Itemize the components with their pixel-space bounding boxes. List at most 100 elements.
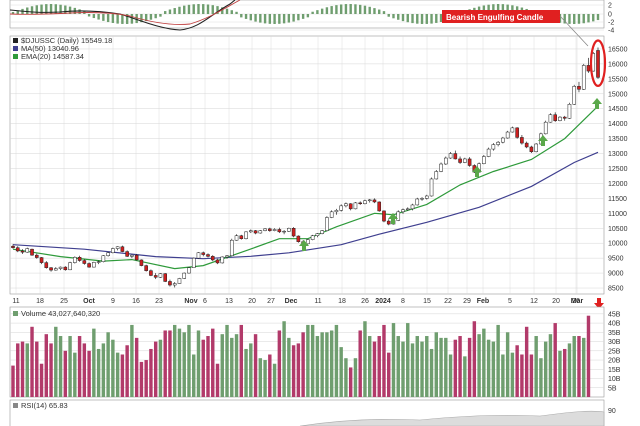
candle-body — [320, 230, 324, 234]
volume-bar — [120, 354, 125, 397]
volume-panel: 45B 40B 35B 30B 25B 20B 15B 10B 5B Volume 43,027… — [9, 306, 621, 398]
candle-body — [63, 266, 68, 271]
macd-tick-label: -4 — [608, 28, 614, 35]
candle-body — [130, 254, 134, 257]
candle — [73, 256, 77, 264]
candle-body — [325, 217, 329, 231]
ma-swatch — [13, 46, 18, 51]
macd-bar — [373, 8, 376, 14]
price-grid — [10, 48, 604, 289]
candle-body — [20, 250, 25, 253]
candle — [306, 238, 310, 245]
volume-bar — [529, 354, 534, 397]
date-tick-label: 2024 — [375, 298, 391, 305]
candle-body — [448, 153, 453, 159]
candle — [581, 63, 586, 90]
candle — [348, 203, 353, 211]
up-arrow-icon — [472, 166, 482, 177]
candles — [11, 47, 600, 288]
candle-body — [49, 267, 53, 271]
candle — [11, 244, 15, 249]
volume-bar — [25, 343, 29, 397]
date-tick-label: 11 — [12, 298, 19, 305]
candle — [401, 208, 405, 214]
volume-bars — [11, 315, 591, 397]
volume-bar — [239, 324, 244, 397]
candle-body — [44, 262, 49, 268]
volume-bar — [111, 339, 115, 397]
date-tick-label: 22 — [444, 298, 452, 305]
candle-body — [358, 202, 362, 205]
candle-body — [215, 259, 220, 264]
candle-body — [225, 255, 229, 258]
date-tick-label: Nov — [184, 298, 197, 305]
volume-bar — [211, 328, 215, 397]
macd-bar — [140, 14, 143, 23]
volume-bar — [306, 324, 310, 397]
macd-bar — [106, 14, 110, 23]
price-tick-label: 12500 — [608, 166, 628, 173]
candle-body — [191, 257, 196, 268]
macd-bar — [506, 4, 509, 14]
volume-bar — [134, 337, 139, 397]
candle — [96, 260, 101, 265]
candle — [229, 238, 234, 257]
candle — [201, 251, 206, 257]
candle-body — [482, 156, 486, 164]
ema-swatch — [13, 54, 18, 59]
candle-body — [405, 208, 410, 210]
macd-bar — [592, 14, 595, 22]
macd-bar — [173, 8, 176, 14]
candle-body — [144, 265, 148, 271]
candle-body — [87, 263, 91, 268]
volume-bar — [272, 363, 277, 397]
volume-tick-label: 25B — [608, 348, 621, 355]
volume-bar — [310, 324, 315, 397]
macd-bar — [487, 4, 490, 14]
volume-bar — [115, 352, 120, 397]
candle — [68, 261, 72, 271]
volume-bar — [35, 341, 39, 397]
volume-bar — [391, 323, 396, 397]
volume-bar — [387, 352, 391, 397]
candle — [415, 197, 420, 206]
macd-bar — [406, 14, 409, 23]
price-tick-label: 13500 — [608, 136, 628, 143]
candle — [553, 112, 557, 122]
candle-body — [334, 210, 339, 213]
candle-body — [234, 235, 239, 241]
macd-bar — [111, 14, 115, 23]
volume-bar — [363, 321, 367, 397]
date-tick-label: 20 — [248, 298, 256, 305]
macd-bar — [35, 5, 38, 14]
candle — [206, 253, 210, 258]
candle — [210, 255, 215, 262]
candle — [339, 204, 343, 212]
price-tick-label: 14500 — [608, 106, 628, 113]
volume-bar — [534, 336, 538, 397]
date-tick-label: 16 — [132, 298, 140, 305]
volume-bar — [130, 324, 134, 397]
up-arrow-icon — [538, 135, 548, 146]
candle-body — [220, 256, 225, 264]
volume-bar — [153, 341, 158, 397]
candle — [115, 246, 120, 251]
date-tick-label: 12 — [530, 298, 538, 305]
candle — [225, 255, 229, 259]
up-arrow-icon — [299, 240, 309, 251]
candle — [125, 250, 129, 257]
volume-bar — [486, 339, 491, 397]
date-tick-label: 13 — [225, 298, 233, 305]
candle-body — [515, 127, 519, 138]
candle-body — [310, 235, 315, 240]
candle-body — [168, 281, 172, 286]
volume-bar — [77, 336, 82, 397]
macd-axis: 2 0-2-4 — [608, 3, 614, 35]
legend-price: $DJUSSC (Daily) 15549.18 MA(50) 13040.96… — [13, 36, 112, 61]
volume-bar — [192, 354, 196, 397]
volume-bar — [277, 330, 282, 397]
macd-bar — [287, 14, 291, 23]
macd-bar — [501, 4, 505, 15]
macd-bar — [387, 14, 390, 17]
candle — [405, 207, 410, 211]
